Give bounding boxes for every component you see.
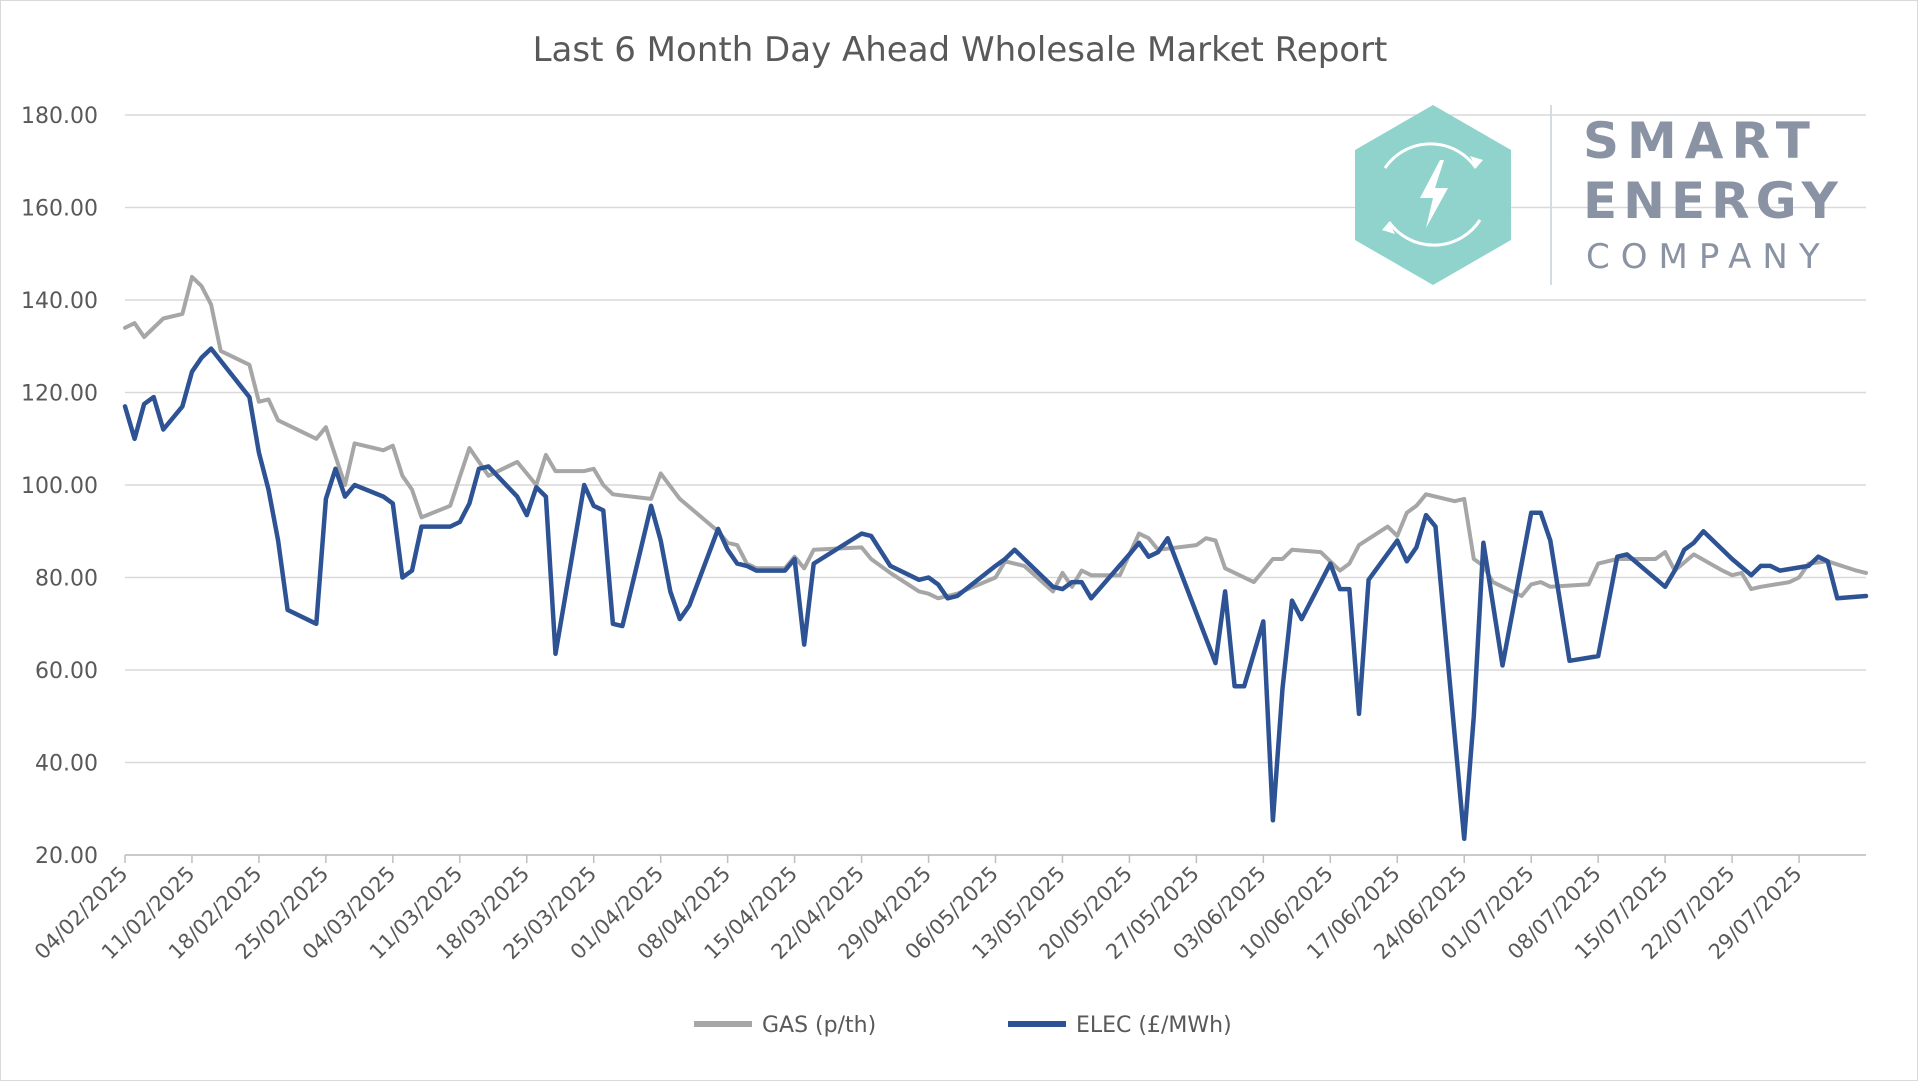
series-line-elec [122, 346, 1869, 842]
y-tick-label: 160.00 [21, 197, 98, 222]
logo-text-company: COMPANY [1586, 237, 1831, 277]
y-axis-ticks: 20.00 40.00 60.00 80.00 100.00 120.00 140.00 16… [21, 104, 98, 869]
y-tick-label: 60.00 [35, 659, 98, 684]
y-tick-label: 40.00 [35, 752, 98, 777]
y-tick-label: 20.00 [35, 844, 98, 869]
logo-text-smart: SMART [1583, 112, 1818, 170]
legend: GAS (p/th) ELEC (£/MWh) [694, 1013, 1232, 1038]
x-axis: 04/02/202511/02/202518/02/202525/02/2025… [30, 854, 1866, 964]
y-tick-label: 120.00 [21, 382, 98, 407]
y-tick-label: 180.00 [21, 104, 98, 129]
legend-label-gas: GAS (p/th) [762, 1013, 876, 1038]
series-line-gas [123, 274, 1868, 601]
smart-energy-logo: SMART ENERGY COMPANY [1355, 105, 1844, 285]
y-tick-label: 80.00 [35, 567, 98, 592]
y-tick-label: 140.00 [21, 289, 98, 314]
y-tick-label: 100.00 [21, 474, 98, 499]
logo-text-energy: ENERGY [1583, 172, 1844, 230]
series-lines [122, 274, 1869, 842]
chart-title: Last 6 Month Day Ahead Wholesale Market … [532, 30, 1388, 70]
lightning-bolt-icon [1382, 142, 1483, 247]
legend-label-elec: ELEC (£/MWh) [1076, 1013, 1232, 1038]
